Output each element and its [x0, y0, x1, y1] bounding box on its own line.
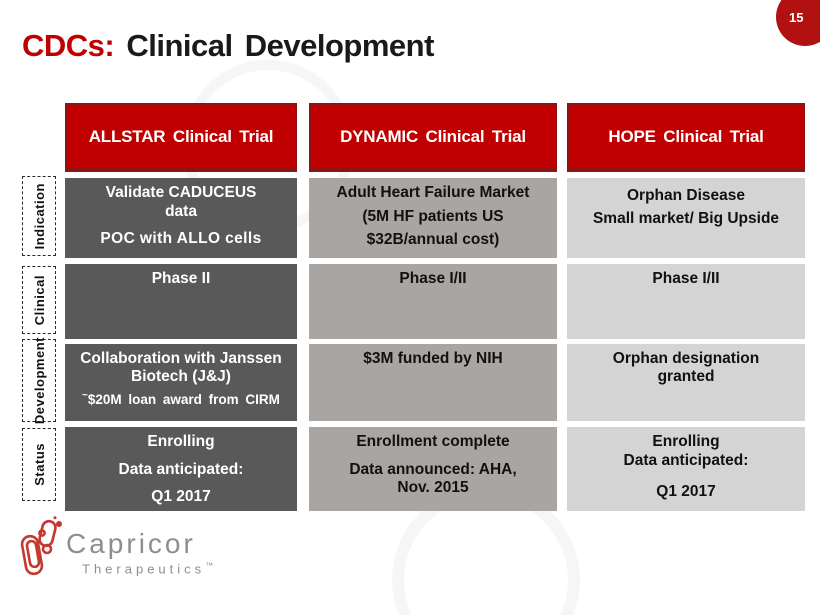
row-label-text: Indication	[31, 182, 47, 250]
row-label-text: Clinical	[31, 274, 47, 326]
cell-dynamic-development: $3M funded by NIH	[309, 344, 557, 421]
cell-hope-development: Orphan designation granted	[567, 344, 805, 421]
capricor-logo: Capricor Therapeutics™	[18, 516, 217, 582]
cell-dynamic-status: Enrollment complete Data announced: AHA,…	[309, 427, 557, 511]
column-allstar: ALLSTAR Clinical Trial Validate CADUCEUS…	[65, 103, 297, 511]
tilde-prefix: ~	[82, 389, 88, 401]
row-label-text: Development	[31, 336, 47, 425]
cell-text: POC with ALLO cells	[100, 230, 262, 248]
row-label-clinical: Clinical	[22, 266, 56, 334]
row-label-status: Status	[22, 428, 56, 501]
column-dynamic: DYNAMIC Clinical Trial Adult Heart Failu…	[309, 103, 557, 511]
cell-text: $32B/annual cost)	[366, 231, 500, 249]
page-title: CDCs: Clinical Development	[22, 28, 434, 64]
page-number: 15	[789, 10, 804, 25]
cell-text: Enrolling	[652, 433, 720, 450]
capricor-logo-icon	[20, 516, 62, 576]
cell-text: Data anticipated:	[118, 460, 244, 478]
cell-hope-clinical: Phase I/II	[567, 264, 805, 339]
cell-allstar-status: Enrolling Data anticipated: Q1 2017	[65, 427, 297, 511]
cell-text: Enrollment complete	[356, 433, 510, 450]
cell-allstar-indication: Validate CADUCEUS data POC with ALLO cel…	[65, 178, 297, 258]
cell-text: Collaboration with Janssen Biotech (J&J)	[80, 350, 282, 385]
cell-hope-indication: Orphan Disease Small market/ Big Upside	[567, 178, 805, 258]
cell-text: Adult Heart Failure Market	[336, 184, 530, 201]
trademark-symbol: ™	[205, 561, 218, 570]
cell-text: Data anticipated:	[623, 451, 749, 469]
cell-text: ~$20M loan award from CIRM	[73, 390, 289, 408]
logo-brand: Capricor	[66, 528, 196, 559]
title-main: Clinical Development	[126, 28, 434, 63]
cell-note-text: $20M loan award from CIRM	[87, 391, 280, 407]
cell-dynamic-indication: Adult Heart Failure Market (5M HF patien…	[309, 178, 557, 258]
cell-text: Orphan Disease	[626, 187, 746, 204]
cell-text: Q1 2017	[151, 488, 211, 506]
column-header-allstar: ALLSTAR Clinical Trial	[65, 103, 297, 172]
column-header-hope: HOPE Clinical Trial	[567, 103, 805, 172]
cell-text: Q1 2017	[656, 483, 716, 501]
cell-text: (5M HF patients US	[362, 207, 504, 225]
cell-text: Validate CADUCEUS data	[105, 184, 257, 220]
logo-text: Capricor Therapeutics™	[66, 528, 217, 577]
cell-text: Phase I/II	[399, 270, 467, 287]
logo-sub-text: Therapeutics	[82, 561, 206, 577]
cell-text: Phase II	[151, 270, 211, 287]
column-header-dynamic: DYNAMIC Clinical Trial	[309, 103, 557, 172]
cell-text: Phase I/II	[652, 270, 720, 287]
cell-text: Data announced: AHA, Nov. 2015	[349, 460, 517, 497]
row-label-indication: Indication	[22, 176, 56, 256]
cell-text: Enrolling	[147, 433, 215, 450]
cell-text: $3M funded by NIH	[363, 350, 503, 367]
cell-text: Orphan designation granted	[612, 350, 760, 385]
logo-subtitle: Therapeutics™	[82, 561, 217, 576]
cell-text: Small market/ Big Upside	[592, 209, 780, 227]
column-hope: HOPE Clinical Trial Orphan Disease Small…	[567, 103, 805, 511]
page-number-badge: 15	[776, 0, 820, 46]
row-label-development: Development	[22, 336, 56, 425]
cell-allstar-development: Collaboration with Janssen Biotech (J&J)…	[65, 344, 297, 421]
row-label-text: Status	[31, 443, 47, 486]
cell-dynamic-clinical: Phase I/II	[309, 264, 557, 339]
cell-allstar-clinical: Phase II	[65, 264, 297, 339]
cell-hope-status: Enrolling Data anticipated: Q1 2017	[567, 427, 805, 511]
title-prefix: CDCs:	[22, 28, 115, 63]
